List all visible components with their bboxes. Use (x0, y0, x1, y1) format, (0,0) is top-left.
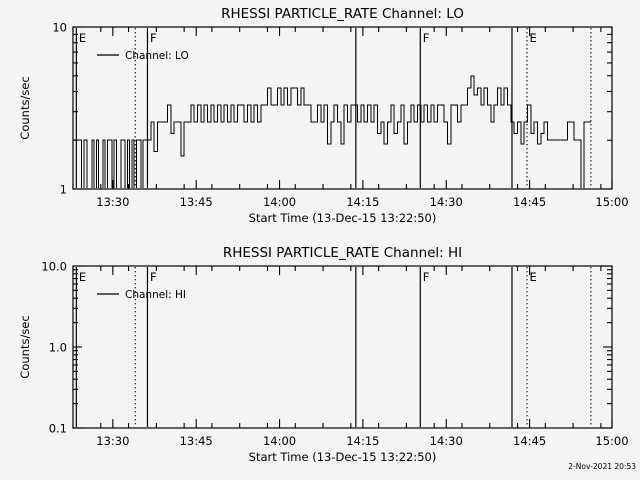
x-tick-label: 13:45 (180, 434, 213, 448)
marker-label-e: E (529, 31, 536, 45)
x-tick-label: 15:00 (595, 434, 628, 448)
y-tick-label: 1.0 (49, 341, 67, 355)
data-curve-lo (74, 75, 591, 188)
x-tick-label: 14:00 (263, 195, 296, 209)
marker-label-f: F (423, 270, 430, 284)
y-tick-label: 10 (52, 21, 67, 35)
x-tick-label: 14:15 (346, 434, 379, 448)
x-tick-label: 15:00 (595, 195, 628, 209)
y-axis-label: Counts/sec (18, 315, 32, 378)
x-tick-label: 13:45 (180, 195, 213, 209)
plot-frame (72, 26, 613, 190)
x-axis-label: Start Time (13-Dec-15 13:22:50) (249, 211, 437, 225)
x-tick-label: 14:30 (430, 434, 463, 448)
x-tick-label: 13:30 (96, 195, 129, 209)
y-tick-label: 0.1 (49, 422, 67, 436)
y-tick-label: 10.0 (41, 260, 67, 274)
marker-label-f: F (150, 31, 157, 45)
x-tick-label: 14:45 (513, 434, 546, 448)
panel-title-hi: RHESSI PARTICLE_RATE Channel: HI (223, 245, 462, 261)
x-tick-label: 13:30 (96, 434, 129, 448)
marker-label-e: E (529, 270, 536, 284)
marker-label-f: F (423, 31, 430, 45)
x-axis-label: Start Time (13-Dec-15 13:22:50) (249, 450, 437, 464)
footer-timestamp: 2-Nov-2021 20:53 (568, 462, 636, 471)
x-tick-label: 14:15 (346, 195, 379, 209)
marker-label-e: E (79, 31, 86, 45)
x-tick-label: 14:00 (263, 434, 296, 448)
marker-label-f: F (150, 270, 157, 284)
legend-label: Channel: LO (125, 50, 189, 62)
legend-label: Channel: HI (125, 289, 186, 301)
plot-panel-lo: RHESSI PARTICLE_RATE Channel: LO Counts/s… (18, 6, 629, 225)
plot-panel-hi: RHESSI PARTICLE_RATE Channel: HI Counts/s… (18, 245, 629, 464)
panel-title-lo: RHESSI PARTICLE_RATE Channel: LO (221, 6, 464, 22)
y-axis-label: Counts/sec (18, 76, 32, 139)
x-tick-label: 14:30 (430, 195, 463, 209)
marker-label-e: E (79, 270, 86, 284)
y-tick-label: 1 (60, 183, 67, 197)
x-tick-label: 14:45 (513, 195, 546, 209)
